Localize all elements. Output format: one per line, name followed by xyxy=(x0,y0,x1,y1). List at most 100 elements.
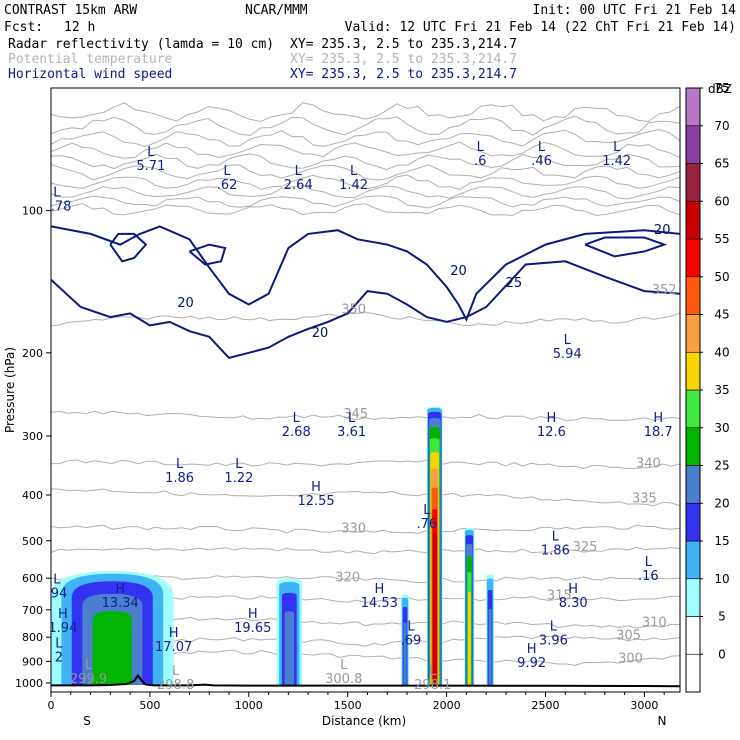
extremum-label: L9.78 xyxy=(51,186,71,215)
colorbar-unit: dBZ xyxy=(708,82,732,96)
colorbar-bin xyxy=(685,389,701,429)
extremum-label: L5.71 xyxy=(136,145,165,174)
theta-contour-label: 305 xyxy=(616,629,641,644)
colorbar-label: 30 xyxy=(714,421,729,435)
colorbar-bin xyxy=(685,87,701,127)
colorbar-label: 5 xyxy=(718,610,726,624)
colorbar-label: 70 xyxy=(714,119,729,133)
extremum-kind: L xyxy=(477,140,485,155)
extremum-value: 1.86 xyxy=(165,471,194,486)
colorbar-bin xyxy=(685,578,701,617)
colorbar-bin xyxy=(685,276,701,315)
x-tick-label: 3000 xyxy=(630,699,658,712)
x-tick-label: 0 xyxy=(48,699,55,712)
colorbar-label: 20 xyxy=(714,496,729,510)
extremum-kind: H xyxy=(58,607,68,622)
extremum-value: .76 xyxy=(416,517,437,532)
model-name: CONTRAST 15km ARW xyxy=(4,3,137,18)
theta-contour-label: 320 xyxy=(335,571,360,586)
extremum-label: H18.7 xyxy=(644,411,673,440)
extremum-value: 14.53 xyxy=(361,596,398,611)
extremum-kind: L xyxy=(350,164,358,179)
theta-contour-line xyxy=(51,195,680,209)
reflectivity-cell-layer xyxy=(403,622,407,685)
wind-speed-contours xyxy=(51,225,680,360)
extremum-kind: L xyxy=(340,658,348,673)
extremum-value: 9.92 xyxy=(517,656,546,671)
extremum-kind: H xyxy=(115,582,125,597)
field-name-wind: Horizontal wind speed xyxy=(8,67,172,82)
colorbar-label: 65 xyxy=(714,157,729,171)
colorbar-bin xyxy=(685,465,701,504)
extremum-value: 1.42 xyxy=(602,154,631,169)
extremum-value: 300.8 xyxy=(325,672,362,687)
extremum-value: .6 xyxy=(474,154,486,169)
x-tick-label: 1000 xyxy=(235,699,263,712)
y-tick-label: 400 xyxy=(22,489,43,502)
y-tick-label: 900 xyxy=(22,655,43,668)
y-tick-label: 500 xyxy=(22,535,43,548)
extremum-value: .46 xyxy=(531,154,552,169)
y-tick-label: 600 xyxy=(22,572,43,585)
theta-contour-line xyxy=(51,164,680,181)
extremum-label: H13.34 xyxy=(102,582,139,611)
extremum-label: L.46 xyxy=(531,140,552,169)
extremum-kind: H xyxy=(169,626,179,641)
theta-contour-line xyxy=(51,129,680,148)
colorbar-label: 35 xyxy=(714,383,729,397)
fcst-label: Fcst: xyxy=(4,20,43,35)
extremum-kind: L xyxy=(235,457,243,472)
theta-contour-label: 350 xyxy=(341,302,366,317)
extremum-label: L3.61 xyxy=(337,411,366,440)
extremum-label: L.62 xyxy=(217,164,238,193)
extremum-kind: H xyxy=(374,582,384,597)
wind-contour-labels: 20 20 20 25 20 xyxy=(177,223,670,341)
colorbar-bin xyxy=(685,163,701,202)
wind-contour-label: 20 xyxy=(654,223,671,238)
theta-contour-line xyxy=(51,575,680,584)
wind-contour-label: 20 xyxy=(450,264,467,279)
extremum-kind: L xyxy=(645,555,653,570)
x-tick-label: 500 xyxy=(139,699,160,712)
extremum-label: H8.30 xyxy=(559,582,588,611)
wind-contour-label: 20 xyxy=(177,296,194,311)
colorbar: dBZ 0 5 10 15 20 25 30 35 40 45 50 55 60 65 70 75 xyxy=(685,81,732,693)
colorbar-bin xyxy=(685,653,701,693)
extremum-kind: H xyxy=(568,582,578,597)
extremum-kind: L xyxy=(147,145,155,160)
field-xy-theta: XY= 235.3, 2.5 to 235.3,214.7 xyxy=(290,52,517,67)
theta-contour-line xyxy=(51,311,680,327)
extremum-label: H9.92 xyxy=(517,642,546,671)
x-tick-label: 2500 xyxy=(531,699,559,712)
extremum-kind: L xyxy=(348,411,356,426)
reflectivity-cell-layer xyxy=(468,591,471,685)
x-axis-south-label: S xyxy=(83,714,91,728)
theta-contour-line xyxy=(51,488,680,507)
extremum-label: L1.42 xyxy=(602,140,631,169)
field-name-reflectivity: Radar reflectivity (lamda = 10 cm) xyxy=(8,37,274,52)
extremum-kind: L xyxy=(223,164,231,179)
colorbar-bin xyxy=(685,502,701,542)
theta-contour-label: 345 xyxy=(343,407,368,422)
wind-contour-label: 25 xyxy=(506,276,523,291)
theta-contour-line xyxy=(51,185,680,200)
wind-contour-label: 20 xyxy=(312,326,329,341)
extremum-kind: L xyxy=(552,530,560,545)
extremum-kind: H xyxy=(547,411,557,426)
theta-contour-line xyxy=(51,459,680,470)
extremum-label: L.76 xyxy=(416,503,437,532)
extremum-label: L1.22 xyxy=(224,457,253,486)
theta-contour-line xyxy=(51,102,680,123)
extremum-value: 1.86 xyxy=(541,544,570,559)
colorbar-label: 75 xyxy=(714,81,729,95)
theta-contour-label: 325 xyxy=(573,540,598,555)
extremum-value: 5.94 xyxy=(553,347,582,362)
colorbar-label: 25 xyxy=(714,459,729,473)
extremum-label: H1.94 xyxy=(51,607,77,636)
theta-contour-line xyxy=(51,153,680,171)
y-axis: 100 200 300 400 500 600 700 800 900 1000 xyxy=(15,205,51,690)
extrema-labels: L5.71 L.62L2.64L1.42L.6L.46L1.42L9.78L5.9… xyxy=(51,140,673,692)
extremum-kind: L xyxy=(538,140,546,155)
fcst-value: 12 h xyxy=(64,20,95,35)
